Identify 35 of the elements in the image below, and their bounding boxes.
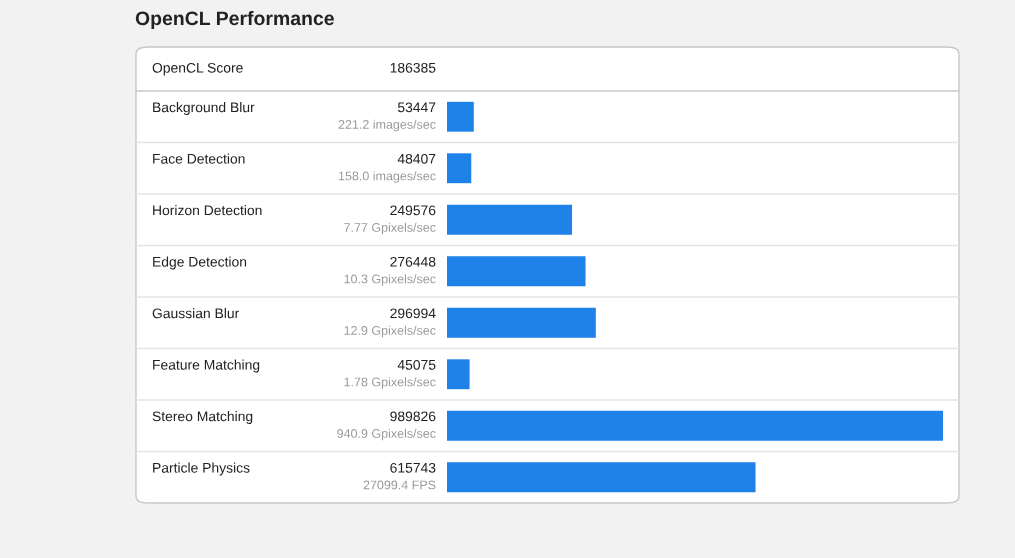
text: 12.9 Gpixels/sec — [344, 325, 436, 338]
text: 158.0 images/sec — [338, 171, 436, 183]
bar — [447, 153, 472, 184]
text: 940.9 Gpixels/sec — [337, 428, 436, 441]
text: 186385 — [390, 62, 436, 73]
data-label: 249576 — [390, 205, 436, 216]
text: 10.3 Gpixels/sec — [344, 274, 436, 286]
y-tick-label: Face Detection — [153, 153, 245, 164]
bar — [447, 256, 586, 287]
y-tick-label: Particle Physics — [153, 462, 250, 476]
y-tick-label: Stereo Matching — [152, 411, 253, 424]
bar — [447, 359, 470, 390]
y-tick-label: Edge Detection — [153, 256, 247, 270]
data-label: 53447 — [397, 102, 436, 113]
bar — [447, 101, 474, 132]
y-tick-label: Horizon Detection — [153, 205, 262, 216]
data-label: 296994 — [390, 308, 436, 319]
data-label: 276448 — [390, 256, 436, 267]
text: OpenCL Score — [152, 62, 243, 76]
bar — [447, 462, 756, 493]
text: 221.2 images/sec — [338, 119, 436, 132]
bar — [447, 410, 943, 441]
text: 7.77 Gpixels/sec — [344, 222, 436, 235]
text: 27099.4 FPS — [363, 480, 436, 490]
bar — [447, 307, 596, 338]
bar — [447, 204, 573, 235]
data-label: 48407 — [397, 153, 436, 164]
data-label: 989826 — [390, 411, 436, 422]
y-tick-label: Background Blur — [153, 102, 255, 115]
data-label: 615743 — [390, 462, 436, 473]
y-tick-label: Feature Matching — [153, 359, 260, 373]
data-label: 45075 — [397, 359, 436, 370]
text: OpenCL Performance — [135, 10, 334, 30]
y-tick-label: Gaussian Blur — [152, 308, 239, 319]
text: 1.78 Gpixels/sec — [344, 377, 436, 389]
